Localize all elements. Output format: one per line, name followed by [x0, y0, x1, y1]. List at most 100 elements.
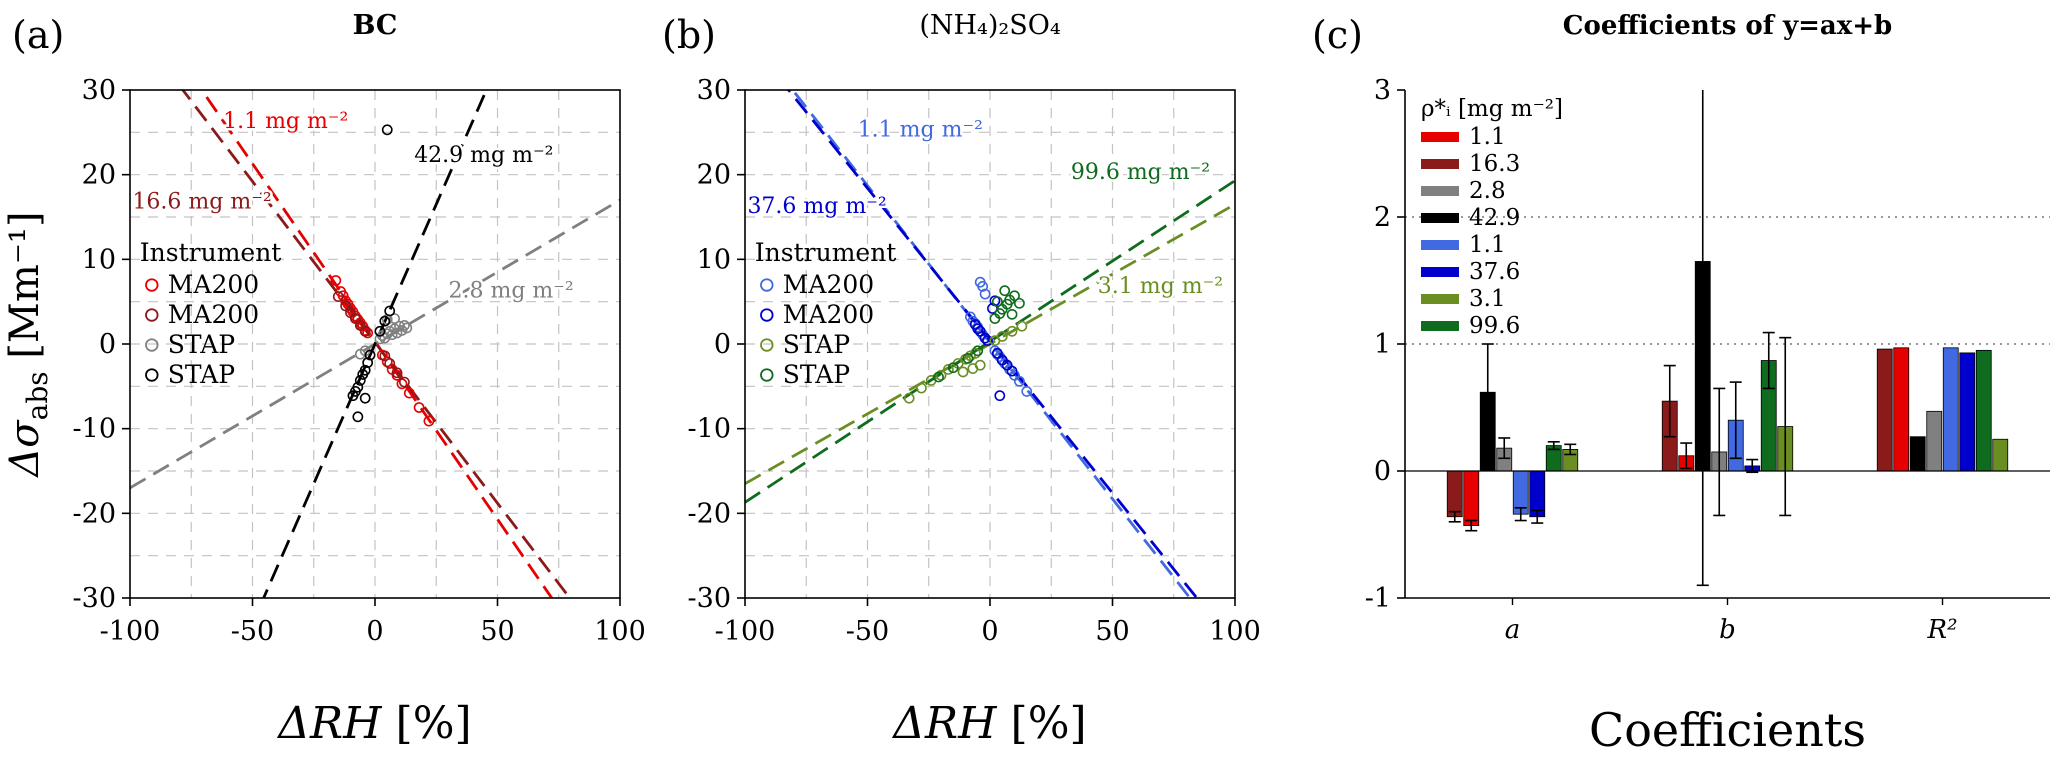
legend-marker — [760, 308, 774, 322]
svg-text:0: 0 — [99, 329, 116, 360]
x-axis-label: Coefficients — [1589, 703, 1866, 757]
legend-marker — [145, 308, 159, 322]
x-axis: -100 -50 0 50 100 — [715, 598, 1261, 647]
svg-text:-50: -50 — [231, 616, 274, 647]
svg-text:30: 30 — [82, 75, 116, 106]
y-axis-ticks: -1 0 1 2 3 — [1365, 75, 1405, 614]
legend: ρ*ᵢ [mg m⁻²]1.116.32.842.91.137.63.199.6 — [1421, 96, 1563, 339]
panel-label: (a) — [12, 13, 64, 57]
svg-text:50: 50 — [1095, 616, 1129, 647]
svg-text:1: 1 — [1374, 329, 1391, 360]
data-points-STAP — [347, 124, 396, 423]
panel-title: Coefficients of y=ax+b — [1563, 11, 1892, 41]
legend-label: STAP — [783, 330, 850, 359]
bar — [1876, 348, 1893, 472]
legend-marker — [760, 368, 774, 382]
y-axis: -30 -20 -10 0 10 20 30 — [688, 75, 745, 614]
legend-title: Instrument — [140, 238, 282, 267]
legend-marker — [145, 338, 159, 352]
legend-swatch — [1421, 321, 1459, 331]
bars — [1446, 261, 2009, 527]
legend-label: STAP — [168, 360, 235, 389]
legend-label: MA200 — [168, 270, 259, 299]
x-axis: -100 -50 0 50 100 — [100, 598, 646, 647]
legend-label: MA200 — [783, 300, 874, 329]
fit-line-label: 2.8 mg m⁻² — [449, 278, 574, 303]
error-bars — [1448, 90, 1792, 587]
legend-marker — [760, 338, 774, 352]
svg-text:50: 50 — [480, 616, 514, 647]
fit-line-label: 1.1 mg m⁻² — [858, 118, 983, 143]
fit-line-label: 16.6 mg m⁻² — [132, 190, 271, 215]
grid — [745, 90, 1235, 598]
bar — [1992, 438, 2009, 472]
bar — [1959, 352, 1976, 472]
bar — [1463, 470, 1480, 527]
legend-swatch — [1421, 267, 1459, 277]
category-labels: a b R² — [1505, 598, 1958, 645]
legend-label: 2.8 — [1469, 178, 1506, 204]
legend-label: STAP — [783, 360, 850, 389]
legend-label: 1.1 — [1469, 232, 1506, 258]
data-points-STAP — [903, 320, 1028, 404]
bar — [1975, 349, 1992, 472]
regression-line — [790, 90, 1192, 598]
legend-label: 1.1 — [1469, 124, 1506, 150]
legend-marker — [145, 368, 159, 382]
panel-b-ammonium-sulfate-scatter: -100 -50 0 50 100 -30 -20 -10 0 10 20 30 ΔRH [%] (NH₄… — [650, 0, 1300, 777]
legend-swatch — [1421, 159, 1459, 169]
svg-text:20: 20 — [697, 160, 731, 191]
legend-label: 16.3 — [1469, 151, 1520, 177]
svg-text:0: 0 — [714, 329, 731, 360]
svg-text:-30: -30 — [688, 583, 731, 614]
bar — [1926, 410, 1943, 472]
panel-label: (c) — [1312, 13, 1363, 57]
svg-text:-50: -50 — [846, 616, 889, 647]
bar — [1909, 436, 1926, 472]
svg-text:-10: -10 — [73, 414, 116, 445]
svg-text:-20: -20 — [688, 498, 731, 529]
legend-marker — [145, 278, 159, 292]
svg-text:100: 100 — [1209, 616, 1261, 647]
legend-label: 3.1 — [1469, 286, 1506, 312]
legend-label: 42.9 — [1469, 205, 1520, 231]
panel-title: BC — [353, 10, 398, 41]
regression-line — [200, 90, 554, 598]
legend-swatch — [1421, 186, 1459, 196]
legend-swatch — [1421, 240, 1459, 250]
legend-label: 99.6 — [1469, 313, 1520, 339]
legend-swatch — [1421, 132, 1459, 142]
y-axis-label: Δσabs [Mm⁻¹] — [2, 211, 54, 478]
svg-text:R²: R² — [1927, 615, 1958, 645]
panel-title: (NH₄)₂SO₄ — [919, 10, 1060, 41]
y-axis: -30 -20 -10 0 10 20 30 — [73, 75, 130, 614]
bar — [1446, 470, 1463, 518]
x-axis-label: ΔRH [%] — [276, 698, 471, 749]
svg-text:2: 2 — [1374, 202, 1391, 233]
fit-line-label: 42.9 mg m⁻² — [414, 143, 553, 168]
panel-label: (b) — [662, 13, 716, 57]
svg-text:-30: -30 — [73, 583, 116, 614]
bar — [1893, 347, 1910, 472]
legend-marker — [760, 278, 774, 292]
panel-c-coefficients-bars: -1 0 1 2 3 a b R² Coefficients of y=ax+b Coeffici… — [1300, 0, 2067, 777]
svg-text:-100: -100 — [715, 616, 776, 647]
regression-line — [262, 90, 488, 598]
svg-text:20: 20 — [82, 160, 116, 191]
legend-title: ρ*ᵢ [mg m⁻²] — [1421, 96, 1563, 122]
regression-lines — [130, 90, 620, 598]
data-points-STAP — [933, 285, 1025, 383]
bar — [1942, 347, 1959, 472]
x-axis-label: ΔRH [%] — [891, 698, 1086, 749]
legend-title: Instrument — [755, 238, 897, 267]
svg-text:-10: -10 — [688, 414, 731, 445]
fit-line-label: 99.6 mg m⁻² — [1071, 160, 1210, 185]
coefficients-bar-chart: -1 0 1 2 3 a b R² Coefficients of y=ax+b Coeffici… — [1312, 11, 2050, 757]
svg-text:0: 0 — [1374, 456, 1391, 487]
data-points-MA200 — [330, 275, 435, 427]
legend-label: 37.6 — [1469, 259, 1520, 285]
svg-text:0: 0 — [366, 616, 383, 647]
